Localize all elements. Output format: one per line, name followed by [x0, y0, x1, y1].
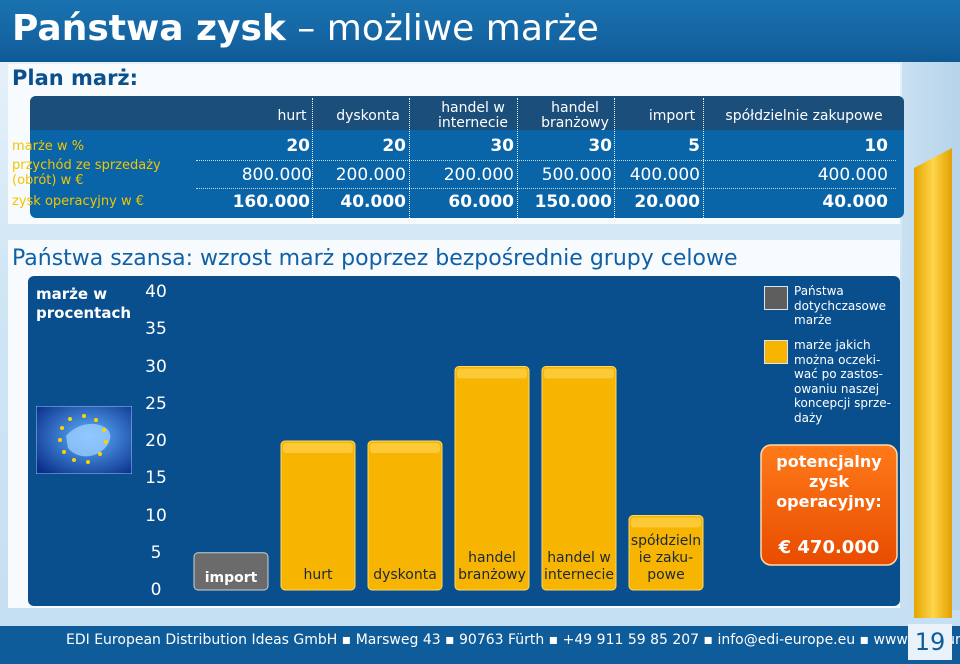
- row-label-profit: zysk operacyjny w €: [12, 194, 145, 209]
- slide-title-bold: Państwa zysk: [12, 8, 286, 49]
- cell-margin-dyskonta: 20: [382, 136, 406, 156]
- x-category-label: spółdzieln ie zaku- powe: [630, 533, 702, 583]
- bar-dyskonta: [367, 440, 443, 591]
- cell-margin-hurt: 20: [286, 136, 310, 156]
- cell-revenue-dyskonta: 200.000: [335, 165, 406, 185]
- bar-hurt: [280, 440, 356, 591]
- y-tick-label: 5: [150, 542, 162, 563]
- y-tick-label: 20: [145, 431, 167, 451]
- cell-profit-internet: 60.000: [448, 192, 514, 212]
- bar-handel-w-internecie: [541, 366, 617, 591]
- x-category-label: handel branżowy: [458, 550, 526, 583]
- table-divider: [517, 98, 518, 218]
- row-label-revenue: przychód ze sprzedaży (obrót) w €: [12, 158, 161, 188]
- legend-swatch-expected: [764, 340, 788, 364]
- table-divider: [312, 98, 313, 218]
- page-number: 19: [908, 624, 952, 660]
- plan-heading: Plan marż:: [12, 66, 139, 90]
- cell-revenue-spoldzielnie: 400.000: [817, 165, 888, 185]
- bar-highlight: [283, 443, 353, 453]
- bar-highlight: [370, 443, 440, 453]
- legend-current-label: Państwa dotychczasowe marże: [794, 284, 887, 327]
- footer-contact-text: EDI European Distribution Ideas GmbH ▪ M…: [66, 632, 960, 648]
- legend-expected-label: marże jakich można oczeki- wać po zastos…: [794, 338, 891, 425]
- section2-title: Państwa szansa: wzrost marż poprzez bezp…: [12, 246, 738, 271]
- cell-revenue-branzowy: 500.000: [541, 165, 612, 185]
- col-header-branzowy: handel branżowy: [541, 100, 609, 131]
- cell-revenue-internet: 200.000: [443, 165, 514, 185]
- cell-profit-import: 20.000: [634, 192, 700, 212]
- col-header-hurt: hurt: [277, 108, 307, 124]
- profit-callout-shape: [760, 444, 898, 566]
- cell-revenue-import: 400.000: [629, 165, 700, 185]
- chart-plot-area: [193, 366, 704, 591]
- cell-profit-spoldzielnie: 40.000: [822, 192, 888, 212]
- y-tick-label: 15: [145, 468, 167, 489]
- table-divider: [409, 98, 410, 218]
- profit-title: potencjalny zysk operacyjny:: [776, 452, 882, 511]
- bar-highlight: [544, 368, 614, 379]
- cell-margin-internet: 30: [490, 136, 514, 156]
- cell-margin-import: 5: [688, 136, 700, 156]
- cell-revenue-hurt: 800.000: [241, 165, 312, 185]
- col-header-spoldzielnie: spółdzielnie zakupowe: [725, 108, 883, 124]
- margin-plan-table: [30, 96, 904, 218]
- gold-arrow-decor: [914, 148, 952, 618]
- col-header-import: import: [648, 108, 696, 124]
- bar-import: [193, 552, 269, 591]
- bar-handel-branżowy: [454, 366, 530, 591]
- cell-profit-branzowy: 150.000: [534, 192, 612, 212]
- y-tick-label: 40: [145, 282, 167, 302]
- eu-map-flag-image: [36, 406, 132, 474]
- bar-spółdzielnie-zakupowe: [628, 515, 704, 591]
- y-tick-label: 35: [145, 319, 167, 340]
- col-header-internet: handel w internecie: [437, 100, 509, 131]
- legend-swatch-current: [764, 286, 788, 310]
- footer-bar: [0, 626, 960, 664]
- table-divider: [703, 98, 704, 218]
- y-tick-label: 25: [145, 393, 167, 414]
- bar-highlight: [457, 368, 527, 379]
- slide-title-rest: – możliwe marże: [285, 8, 599, 49]
- x-category-label: handel w internecie: [543, 550, 615, 583]
- x-category-label: import: [204, 570, 258, 586]
- slide-title: Państwa zysk – możliwe marże: [12, 8, 599, 49]
- cell-margin-spoldzielnie: 10: [864, 136, 888, 156]
- x-category-label: dyskonta: [373, 567, 437, 583]
- cell-margin-branzowy: 30: [588, 136, 612, 156]
- y-tick-label: 10: [145, 505, 167, 526]
- cell-profit-hurt: 160.000: [232, 192, 310, 212]
- row-label-margins: marże w %: [12, 139, 85, 154]
- y-tick-label: 0: [150, 580, 162, 600]
- bar-highlight: [631, 517, 701, 528]
- col-header-dyskonta: dyskonta: [336, 108, 400, 124]
- title-bar: [0, 0, 960, 62]
- table-row-divider: [196, 160, 896, 161]
- x-category-label: hurt: [303, 567, 333, 583]
- profit-value: € 470.000: [778, 537, 880, 558]
- cell-profit-dyskonta: 40.000: [340, 192, 406, 212]
- table-row-divider: [196, 188, 896, 189]
- chart-y-axis-label: marże w procentach: [36, 285, 132, 322]
- table-header-bg: [30, 96, 904, 130]
- table-divider: [614, 98, 615, 218]
- y-tick-label: 30: [145, 356, 167, 377]
